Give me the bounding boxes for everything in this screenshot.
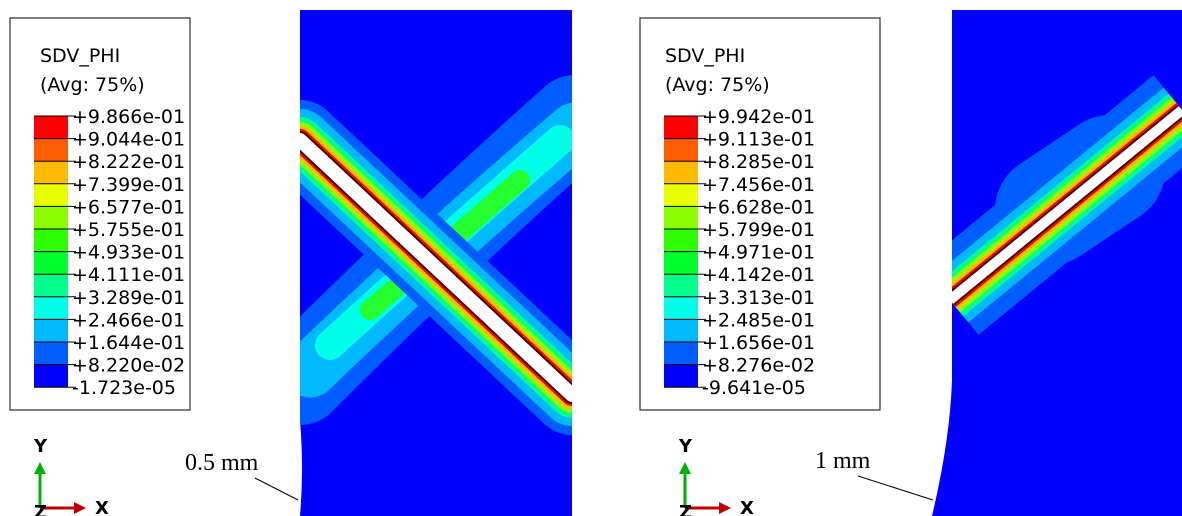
color-band xyxy=(664,206,698,229)
color-band xyxy=(664,342,698,365)
color-band xyxy=(664,116,698,139)
legend-label: +7.456e-01 xyxy=(702,174,815,196)
color-band xyxy=(34,296,68,320)
color-band xyxy=(664,319,698,342)
legends: SDV_PHI(Avg: 75%)+9.866e-01+9.044e-01+8.… xyxy=(9,17,881,516)
axis-arrowhead xyxy=(719,502,731,514)
legend-label: +4.111e-01 xyxy=(72,264,185,286)
color-band xyxy=(34,116,68,139)
axis-label: Y xyxy=(33,436,48,457)
color-band xyxy=(34,138,68,162)
legend-label: +6.628e-01 xyxy=(702,196,815,218)
color-band xyxy=(664,161,698,184)
legend-label: +2.466e-01 xyxy=(72,309,185,331)
color-band xyxy=(664,251,698,275)
legend-label: +4.933e-01 xyxy=(72,242,185,264)
legend-label: +8.276e-02 xyxy=(702,355,815,377)
axis-label: Z xyxy=(34,502,47,516)
legend-label: +2.485e-01 xyxy=(702,309,815,331)
leader-line xyxy=(254,477,299,501)
legend-title: SDV_PHI xyxy=(40,45,120,67)
color-band xyxy=(664,138,698,162)
color-band xyxy=(34,342,68,365)
color-band xyxy=(664,183,698,207)
legend-title: SDV_PHI xyxy=(665,45,745,67)
axis-label: X xyxy=(740,498,754,516)
legend-label: +8.285e-01 xyxy=(702,151,815,173)
legend-label: +6.577e-01 xyxy=(72,196,185,218)
legend-label: +5.755e-01 xyxy=(72,219,185,241)
legend-label: +9.113e-01 xyxy=(702,129,815,151)
legend-label: +3.289e-01 xyxy=(72,287,185,309)
legend-label: +8.222e-01 xyxy=(72,151,185,173)
legend-subtitle: (Avg: 75%) xyxy=(40,74,145,96)
annotation: 1 mm xyxy=(815,448,871,474)
legend-label: +4.142e-01 xyxy=(702,264,815,286)
color-band xyxy=(664,364,698,388)
axis-label: X xyxy=(95,498,109,516)
axis-arrowhead xyxy=(74,502,86,514)
legend-label: +8.220e-02 xyxy=(72,355,185,377)
color-band xyxy=(34,229,68,252)
legend-label: +5.799e-01 xyxy=(702,219,815,241)
color-band xyxy=(664,229,698,252)
legend-label: +9.866e-01 xyxy=(72,106,185,128)
legend-label: -9.641e-05 xyxy=(702,377,806,399)
specimen-right xyxy=(932,10,1182,516)
legend-subtitle: (Avg: 75%) xyxy=(665,74,770,96)
color-band xyxy=(34,274,68,297)
legend-label: +1.656e-01 xyxy=(702,332,815,354)
annotation: 0.5 mm xyxy=(185,450,259,476)
legend-label: +7.399e-01 xyxy=(72,174,185,196)
color-band xyxy=(34,251,68,275)
legend-label: -1.723e-05 xyxy=(72,377,176,399)
color-band xyxy=(34,183,68,207)
legend-label: +4.971e-01 xyxy=(702,242,815,264)
color-band xyxy=(34,161,68,184)
color-band xyxy=(34,206,68,229)
color-band xyxy=(664,296,698,320)
legend-label: +9.044e-01 xyxy=(72,129,185,151)
axis-label: Y xyxy=(678,436,693,457)
axis-arrowhead xyxy=(34,462,46,474)
color-band xyxy=(34,319,68,342)
color-band xyxy=(664,274,698,297)
legend-label: +9.942e-01 xyxy=(702,106,815,128)
leader-line xyxy=(857,475,934,501)
axis-arrowhead xyxy=(679,462,691,474)
legend-label: +1.644e-01 xyxy=(72,332,185,354)
legend-label: +3.313e-01 xyxy=(702,287,815,309)
axis-label: Z xyxy=(679,502,692,516)
color-band xyxy=(34,364,68,388)
specimen-left xyxy=(300,10,572,516)
